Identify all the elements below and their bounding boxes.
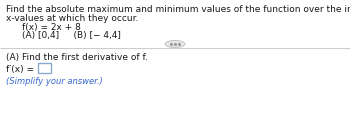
Text: f(x) = 2x + 8: f(x) = 2x + 8 (22, 23, 81, 32)
Text: Find the absolute maximum and minimum values of the function over the indicated : Find the absolute maximum and minimum va… (6, 5, 350, 14)
FancyBboxPatch shape (38, 63, 51, 73)
Ellipse shape (165, 40, 185, 48)
Text: (Simplify your answer.): (Simplify your answer.) (6, 77, 103, 86)
Text: f′(x) =: f′(x) = (6, 65, 34, 74)
Text: x-values at which they occur.: x-values at which they occur. (6, 14, 138, 23)
Text: (A) Find the first derivative of f.: (A) Find the first derivative of f. (6, 53, 148, 62)
Text: (A) [0,4]     (B) [− 4,4]: (A) [0,4] (B) [− 4,4] (22, 31, 121, 40)
